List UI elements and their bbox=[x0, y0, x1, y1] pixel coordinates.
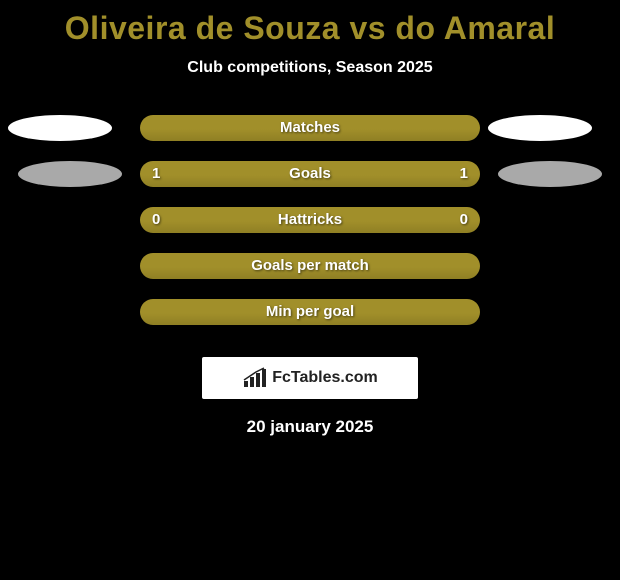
stat-value-right: 0 bbox=[460, 207, 468, 233]
stat-row-min-per-goal: Min per goal bbox=[0, 299, 620, 345]
stat-bar bbox=[140, 115, 480, 141]
date-text: 20 january 2025 bbox=[0, 417, 620, 437]
ellipse-right-icon bbox=[498, 161, 602, 187]
stat-rows: Matches 1 Goals 1 0 Hattricks 0 Goals pe… bbox=[0, 115, 620, 345]
ellipse-right-icon bbox=[488, 115, 592, 141]
stat-value-left: 1 bbox=[152, 161, 160, 187]
stat-row-matches: Matches bbox=[0, 115, 620, 161]
stat-value-left: 0 bbox=[152, 207, 160, 233]
stat-bar bbox=[140, 161, 480, 187]
page-title: Oliveira de Souza vs do Amaral bbox=[0, 0, 620, 47]
stat-row-goals-per-match: Goals per match bbox=[0, 253, 620, 299]
stat-bar bbox=[140, 299, 480, 325]
ellipse-left-icon bbox=[18, 161, 122, 187]
stat-row-goals: 1 Goals 1 bbox=[0, 161, 620, 207]
source-badge: FcTables.com bbox=[202, 357, 418, 399]
ellipse-left-icon bbox=[8, 115, 112, 141]
source-badge-text: FcTables.com bbox=[272, 369, 378, 387]
subtitle: Club competitions, Season 2025 bbox=[0, 59, 620, 77]
stat-value-right: 1 bbox=[460, 161, 468, 187]
stat-bar bbox=[140, 253, 480, 279]
stat-bar bbox=[140, 207, 480, 233]
bars-icon bbox=[242, 367, 268, 389]
stat-row-hattricks: 0 Hattricks 0 bbox=[0, 207, 620, 253]
